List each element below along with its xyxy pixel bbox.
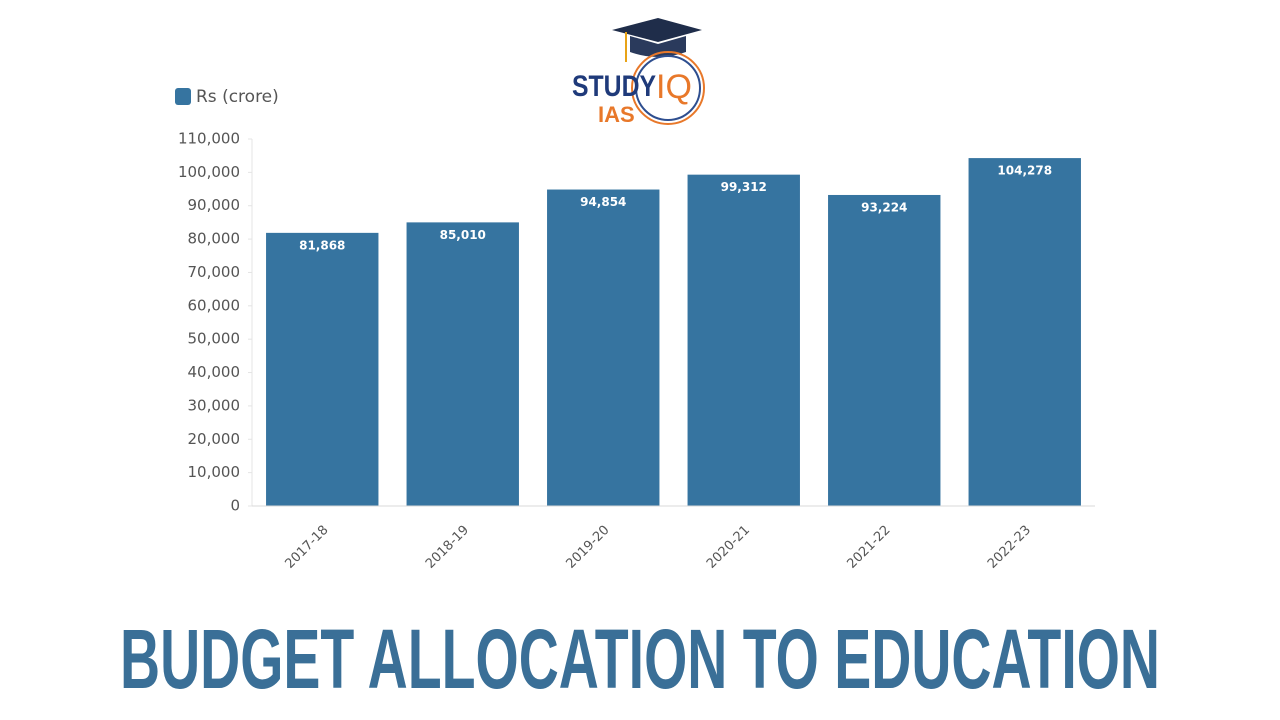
y-tick-label: 110,000 xyxy=(178,130,240,148)
value-label: 94,854 xyxy=(580,195,626,209)
y-tick-label: 100,000 xyxy=(178,163,240,181)
bar xyxy=(828,194,941,507)
value-label: 93,224 xyxy=(861,200,907,214)
bar xyxy=(406,222,519,506)
x-tick-label: 2022-23 xyxy=(985,523,1034,572)
logo: STUDY IQ IAS xyxy=(572,18,705,127)
chart-title: BUDGET ALLOCATION TO EDUCATION xyxy=(120,612,1160,706)
value-label: 81,868 xyxy=(299,238,345,252)
y-tick-label: 0 xyxy=(230,497,240,515)
legend-label: Rs (crore) xyxy=(196,87,279,107)
y-tick-label: 40,000 xyxy=(188,363,241,381)
y-tick-label: 50,000 xyxy=(188,330,241,348)
y-tick-label: 70,000 xyxy=(188,263,241,281)
x-tick-label: 2021-22 xyxy=(845,523,894,572)
value-label: 85,010 xyxy=(440,228,486,242)
y-tick-label: 20,000 xyxy=(188,430,241,448)
ring xyxy=(631,51,705,125)
x-tick-label: 2018-19 xyxy=(423,523,472,572)
y-tick-label: 10,000 xyxy=(188,463,241,481)
value-label: 99,312 xyxy=(721,180,767,194)
bar xyxy=(968,158,1081,506)
cap xyxy=(612,18,702,42)
y-tick-label: 80,000 xyxy=(188,230,241,248)
value-label: 104,278 xyxy=(997,164,1052,178)
ring xyxy=(635,55,701,121)
x-tick-label: 2020-21 xyxy=(704,523,753,572)
y-tick-label: 60,000 xyxy=(188,296,241,314)
y-tick-label: 30,000 xyxy=(188,396,241,414)
x-tick-label: 2017-18 xyxy=(283,523,332,572)
x-tick-label: 2019-20 xyxy=(564,523,613,572)
logo-mark: IQ xyxy=(656,68,692,106)
y-tick-label: 90,000 xyxy=(188,196,241,214)
legend-swatch xyxy=(175,88,191,105)
logo-sub: IAS xyxy=(598,102,635,127)
logo-text: STUDY xyxy=(572,70,656,103)
bar xyxy=(266,232,379,506)
bar xyxy=(547,189,660,506)
bar xyxy=(687,174,800,506)
